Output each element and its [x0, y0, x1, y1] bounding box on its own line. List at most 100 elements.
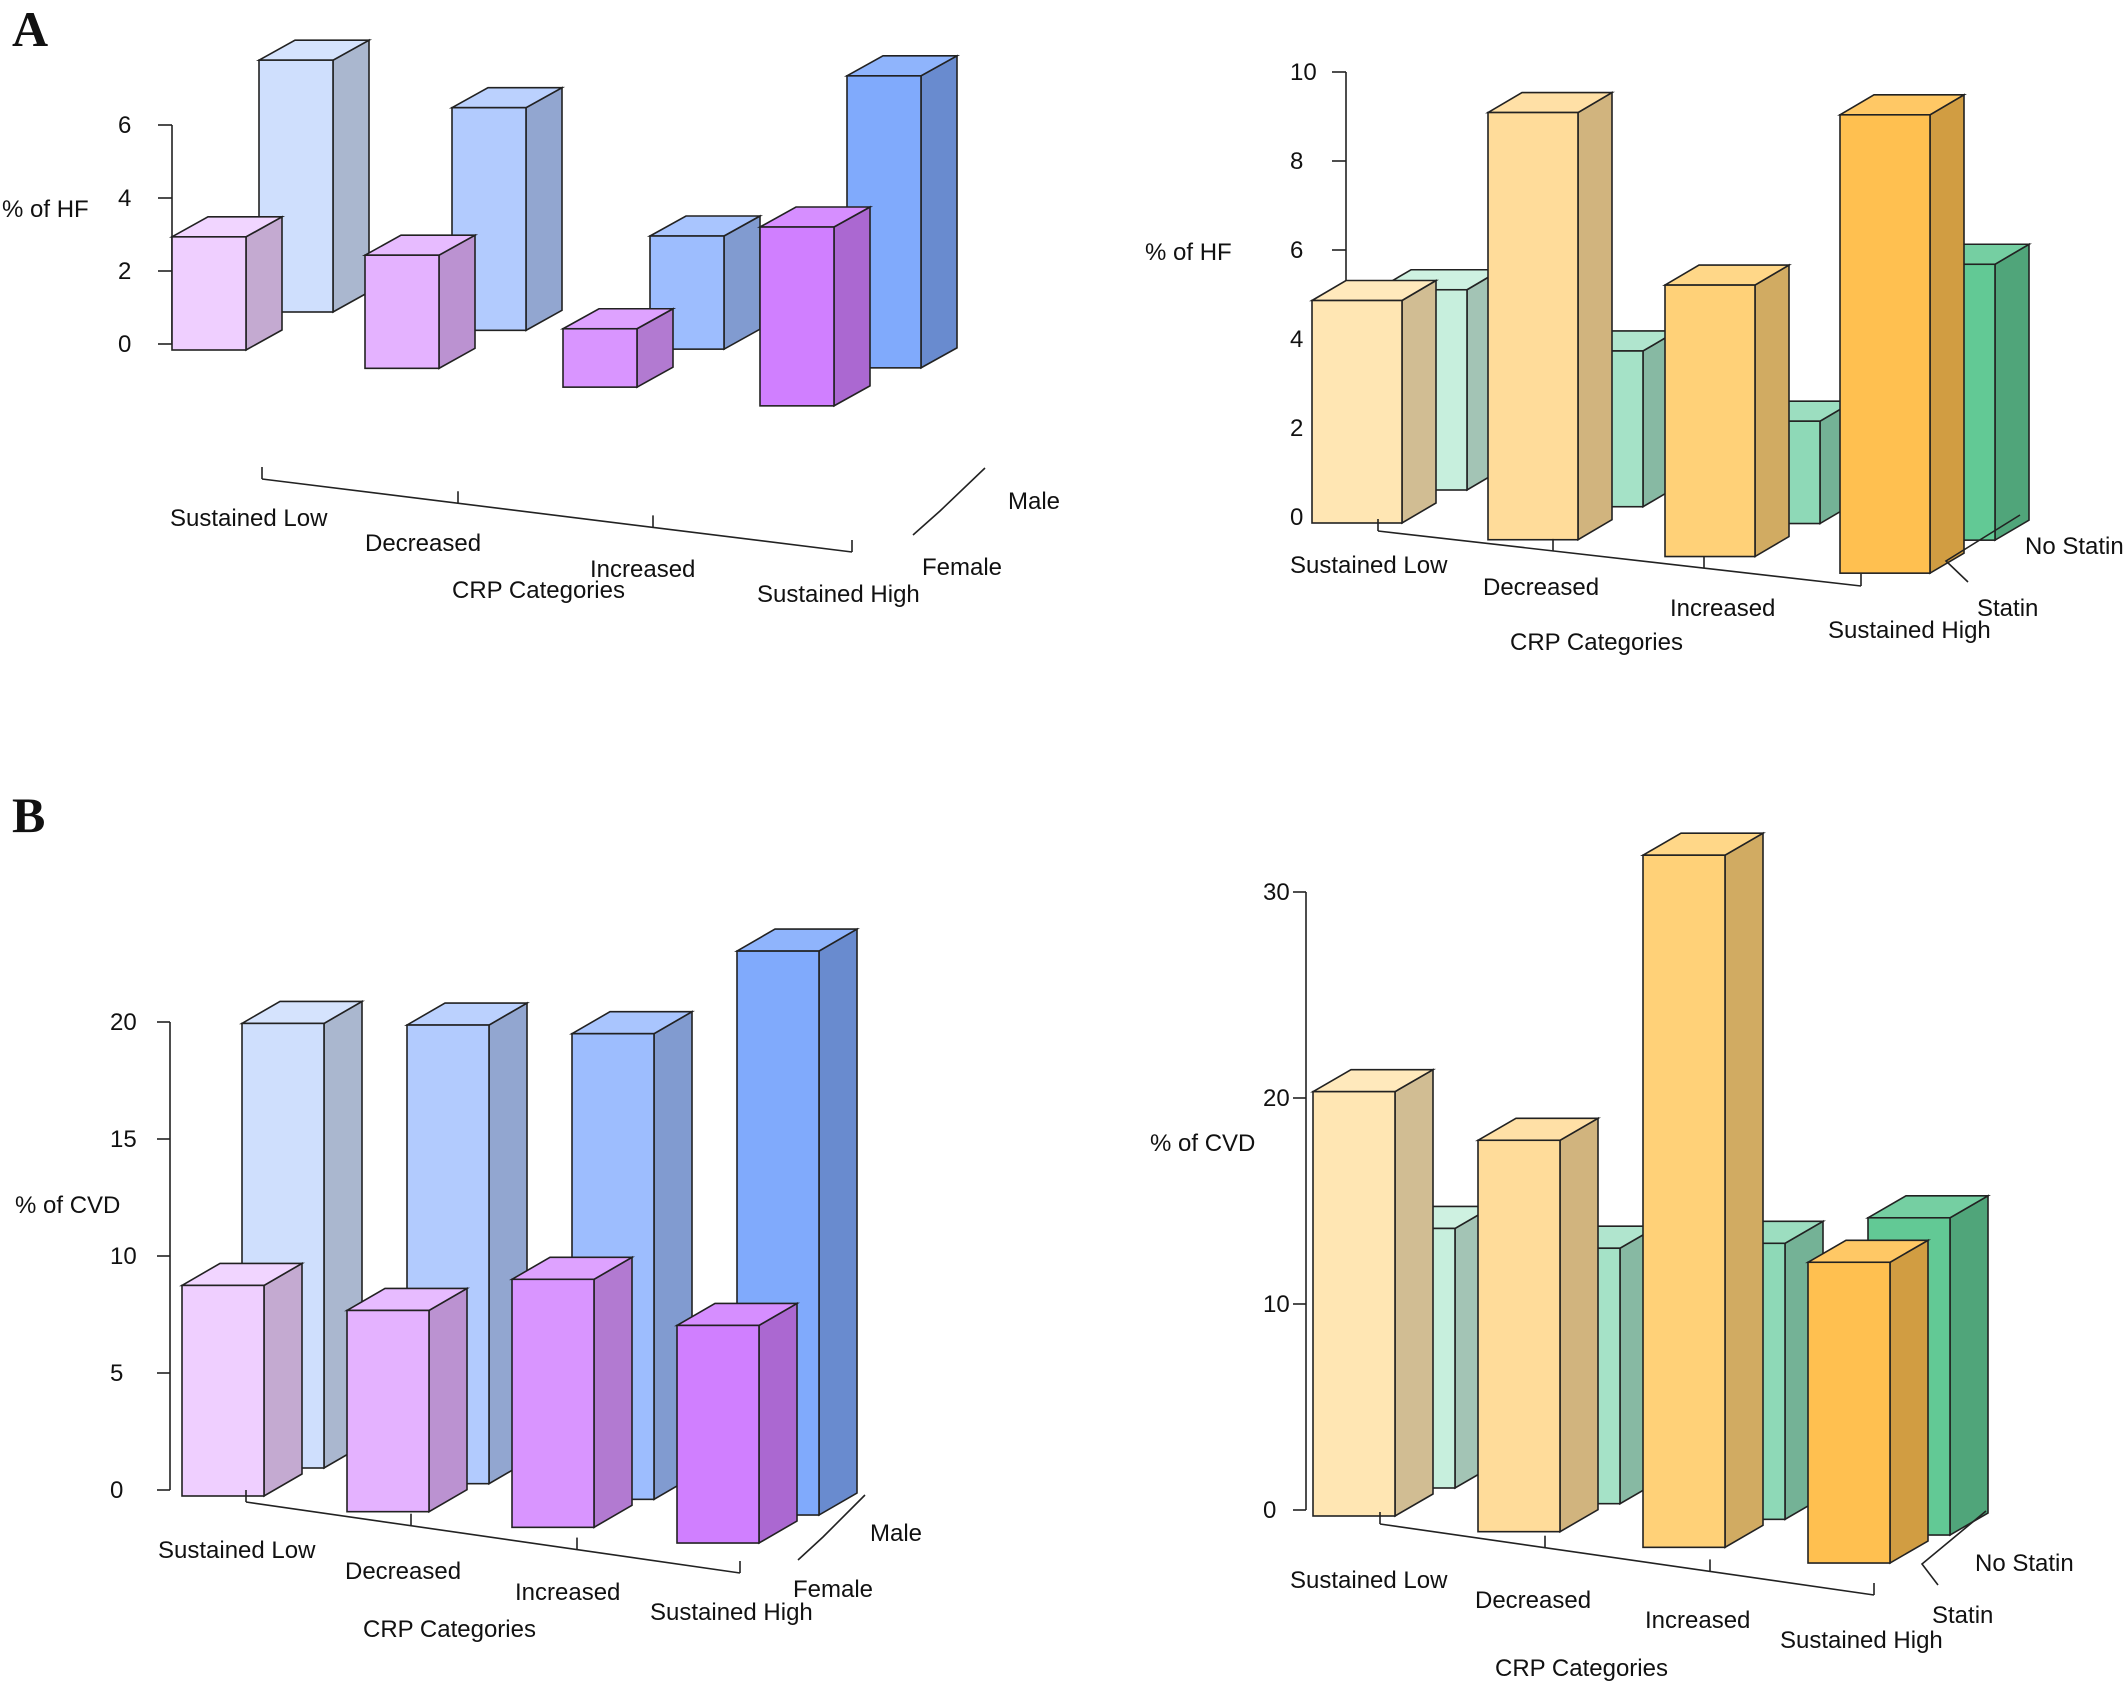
bar-female-sustained-high	[674, 1302, 800, 1545]
x-tick-label-increased: Increased	[1645, 1607, 1750, 1634]
depth-axis-line	[912, 467, 986, 536]
bar-statin-sustained-high	[1837, 93, 1967, 575]
y-axis-title: % of CVD	[1150, 1130, 1255, 1157]
bar-statin-decreased-side	[1559, 1116, 1599, 1534]
x-tick-label-increased: Increased	[1670, 595, 1775, 622]
bar-statin-increased-front	[1664, 284, 1756, 558]
bar-female-sustained-high-front	[676, 1324, 760, 1544]
x-tick-label-decreased: Decreased	[365, 530, 481, 557]
x-tick-label-sustained-low: Sustained Low	[1290, 1567, 1448, 1594]
bar-statin-sustained-high	[1805, 1238, 1931, 1565]
y-tick-label-2: 20	[1263, 1085, 1290, 1112]
depth-label-female: Female	[922, 554, 1002, 581]
y-tick-label-2: 10	[110, 1243, 137, 1270]
bar-female-sustained-low-front	[171, 236, 247, 351]
bar-female-decreased	[344, 1287, 470, 1514]
panel-letter-a: A	[12, 1, 49, 57]
depth-label-statin: Statin	[1977, 595, 2038, 622]
depth-axis-line	[1944, 514, 2021, 583]
bar-female-sustained-high	[756, 205, 874, 408]
y-tick-label-1: 10	[1263, 1291, 1290, 1318]
bar-statin-increased	[1640, 831, 1766, 1549]
y-tick-label-0: 0	[1263, 1497, 1276, 1524]
bar-statin-increased-side	[1724, 831, 1764, 1549]
y-axis-title: % of CVD	[15, 1192, 120, 1219]
bar-female-sustained-low	[168, 215, 286, 352]
bar-female-decreased	[361, 233, 479, 370]
depth-label-female: Female	[793, 1576, 873, 1603]
bar-statin-sustained-low-front	[1312, 1090, 1396, 1517]
bar-statin-sustained-high-front	[1807, 1261, 1891, 1564]
y-tick-label-1: 5	[110, 1360, 123, 1387]
bar-statin-decreased	[1475, 1116, 1601, 1534]
x-tick-label-sustained-high: Sustained High	[650, 1599, 813, 1626]
y-tick-label-0: 0	[118, 331, 131, 358]
bar-statin-sustained-low-side	[1394, 1068, 1434, 1518]
x-axis-line	[1379, 1523, 1875, 1596]
x-tick-label-decreased: Decreased	[345, 1558, 461, 1585]
x-axis-title: CRP Categories	[363, 1616, 536, 1643]
bar-statin-decreased	[1485, 91, 1615, 542]
x-tick-label-sustained-high: Sustained High	[757, 581, 920, 608]
bar-statin-sustained-low	[1309, 279, 1439, 525]
bar-female-increased	[509, 1255, 635, 1529]
bar-female-decreased-front	[364, 254, 440, 370]
x-axis-title: CRP Categories	[452, 577, 625, 604]
depth-label-male: Male	[870, 1520, 922, 1547]
depth-axis-line	[1920, 1510, 1987, 1586]
bar-statin-sustained-low	[1310, 1068, 1436, 1518]
y-tick-label-3: 6	[1290, 237, 1303, 264]
bar-female-sustained-low-front	[181, 1284, 265, 1497]
x-tick-label-sustained-high: Sustained High	[1780, 1627, 1943, 1654]
panel-letter-b: B	[12, 787, 46, 843]
bar-statin-increased	[1662, 263, 1792, 558]
x-axis-line	[1377, 530, 1862, 587]
x-tick-label-decreased: Decreased	[1475, 1587, 1591, 1614]
x-tick-label-increased: Increased	[590, 556, 695, 583]
y-tick-label-0: 0	[110, 1477, 123, 1504]
x-axis-title: CRP Categories	[1510, 629, 1683, 656]
bar-female-sustained-low	[179, 1262, 305, 1498]
bar-statin-decreased-front	[1477, 1139, 1561, 1533]
y-tick-label-2: 4	[118, 185, 131, 212]
x-tick-label-sustained-high: Sustained High	[1828, 617, 1991, 644]
x-tick-label-sustained-low: Sustained Low	[1290, 552, 1448, 579]
depth-label-no-statin: No Statin	[2025, 533, 2124, 560]
x-tick-label-sustained-low: Sustained Low	[158, 1537, 316, 1564]
x-tick-label-increased: Increased	[515, 1579, 620, 1606]
bar-female-decreased-front	[346, 1309, 430, 1513]
depth-label-statin: Statin	[1932, 1602, 1993, 1629]
bar-female-sustained-high-front	[759, 226, 835, 407]
depth-axis-line	[797, 1494, 866, 1561]
bar-statin-sustained-high-side	[1889, 1238, 1929, 1565]
x-tick-label-decreased: Decreased	[1483, 574, 1599, 601]
bar-male-increased	[646, 214, 764, 351]
bar-no-statin-sustained-high-side	[1949, 1194, 1989, 1537]
y-tick-label-4: 20	[110, 1009, 137, 1036]
depth-label-no-statin: No Statin	[1975, 1550, 2074, 1577]
y-tick-label-5: 10	[1290, 59, 1317, 86]
y-tick-label-4: 8	[1290, 148, 1303, 175]
y-tick-label-3: 6	[118, 112, 131, 139]
y-tick-label-1: 2	[1290, 415, 1303, 442]
y-tick-label-3: 15	[110, 1126, 137, 1153]
y-axis-title: % of HF	[2, 196, 89, 223]
bar-female-increased-front	[562, 327, 638, 388]
x-tick-label-sustained-low: Sustained Low	[170, 505, 328, 532]
y-tick-label-2: 4	[1290, 326, 1303, 353]
x-axis-title: CRP Categories	[1495, 1655, 1668, 1682]
bar-female-increased-front	[511, 1278, 595, 1529]
x-axis-line	[261, 478, 853, 553]
y-tick-label-0: 0	[1290, 504, 1303, 531]
x-axis-line	[245, 1501, 741, 1574]
bar-female-increased	[559, 307, 677, 389]
bar-statin-sustained-high-front	[1839, 114, 1931, 574]
bar-statin-sustained-low-front	[1311, 299, 1403, 524]
y-tick-label-3: 30	[1263, 879, 1290, 906]
y-tick-label-1: 2	[118, 258, 131, 285]
